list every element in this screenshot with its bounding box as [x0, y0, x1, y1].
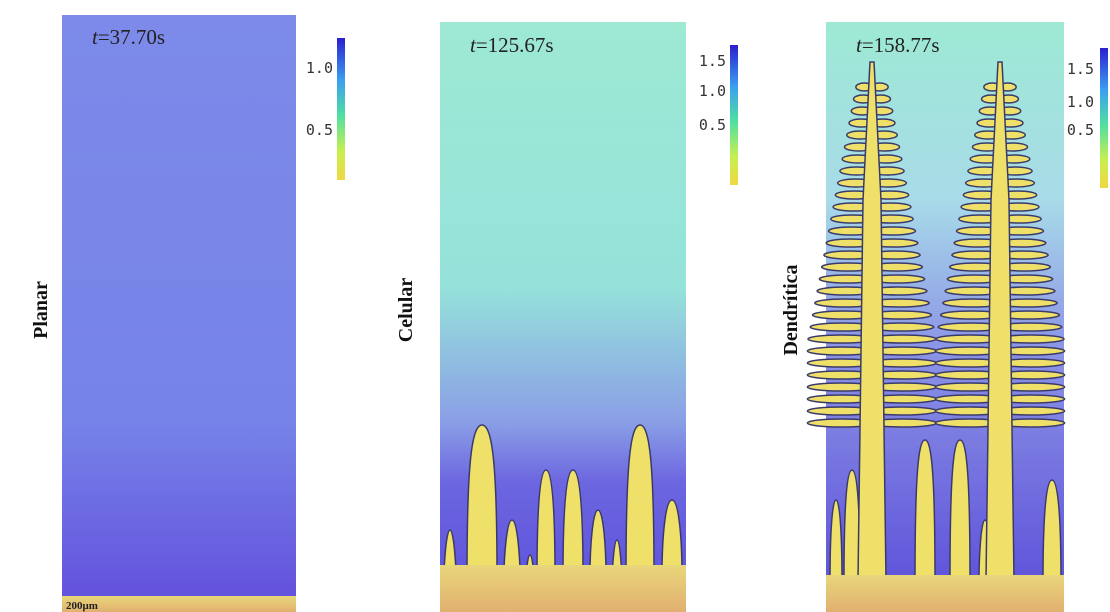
solid	[826, 575, 1064, 612]
cell	[830, 500, 842, 580]
colorbar-tick: 1.0	[1067, 93, 1094, 111]
colorbar-tick: 1.5	[1067, 60, 1094, 78]
colorbar-tick: 0.5	[1067, 121, 1094, 139]
panel-label: Celular	[395, 278, 417, 343]
panel-label: Planar	[30, 281, 52, 339]
colorbar-tick: 1.0	[306, 59, 333, 77]
colorbar	[337, 38, 345, 180]
time-label: t=158.77s	[856, 33, 940, 57]
colorbar-tick: 1.0	[699, 82, 726, 100]
cell	[950, 440, 970, 580]
time-label: t=125.67s	[470, 33, 554, 57]
panel-dendritica: t=158.77s 1.5 1.0 0.5 Dendrítica	[780, 22, 1108, 612]
panel-celular: t=125.67s 1.5 1.0 0.5 Celular	[395, 22, 738, 612]
time-label: t=37.70s	[92, 25, 165, 49]
colorbar-tick: 0.5	[699, 116, 726, 134]
scale-bar: 200μm	[66, 600, 98, 612]
colorbar	[1100, 48, 1108, 188]
colorbar	[730, 45, 738, 185]
field	[62, 15, 296, 597]
colorbar-tick: 0.5	[306, 121, 333, 139]
cell	[915, 440, 935, 580]
panel-label: Dendrítica	[780, 264, 802, 355]
colorbar-tick: 1.5	[699, 52, 726, 70]
cell	[467, 425, 497, 575]
cell	[626, 425, 654, 575]
solid	[440, 565, 686, 612]
panel-planar: 200μm t=37.70s 1.0 0.5 Planar	[30, 15, 345, 612]
figure: 200μm t=37.70s 1.0 0.5 Planar t=125.67s …	[0, 0, 1110, 612]
